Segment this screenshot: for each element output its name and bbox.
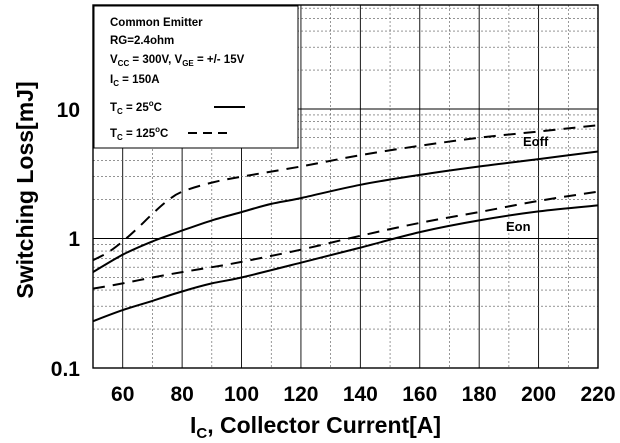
legend-line-1: Common Emitter — [110, 17, 203, 29]
curve-eoff-solid — [92, 150, 599, 273]
x-tick-label: 140 — [343, 383, 378, 406]
legend-entry-125c: TC = 125oC — [110, 125, 168, 142]
legend-entry-25c: TC = 25oC — [110, 99, 162, 116]
x-tick-labels: 60 80 100 120 140 160 180 200 220 — [111, 383, 615, 406]
legend-line-3: VCC = 300V, VGE = +/- 15V — [110, 54, 245, 68]
curve-eoff-dashed — [92, 124, 599, 262]
x-tick-label: 160 — [402, 383, 437, 406]
legend-line-4: IC = 150A — [110, 74, 160, 88]
annotation-eoff: Eoff — [523, 134, 549, 149]
x-tick-label: 100 — [224, 383, 259, 406]
annotation-eon: Eon — [506, 219, 531, 234]
x-tick-label: 120 — [283, 383, 318, 406]
x-axis-label: IC, Collector Current[A] — [190, 412, 441, 442]
y-axis-label: Switching Loss[mJ] — [12, 81, 38, 298]
plot-frame — [92, 4, 599, 369]
y-tick-label: 10 — [57, 99, 80, 122]
x-tick-label: 220 — [580, 383, 615, 406]
curve-eon-solid — [92, 204, 599, 323]
legend-line-2: RG=2.4ohm — [110, 35, 174, 47]
curves — [92, 124, 599, 323]
x-tick-label: 200 — [521, 383, 556, 406]
y-tick-label: 1 — [68, 228, 80, 251]
x-tick-label: 60 — [111, 383, 134, 406]
legend: Common Emitter RG=2.4ohm VCC = 300V, VGE… — [93, 5, 299, 149]
x-tick-label: 180 — [462, 383, 497, 406]
x-tick-label: 80 — [170, 383, 193, 406]
legend-box — [93, 5, 299, 149]
y-tick-label: 0.1 — [51, 358, 81, 381]
curve-eon-dashed — [92, 190, 599, 290]
